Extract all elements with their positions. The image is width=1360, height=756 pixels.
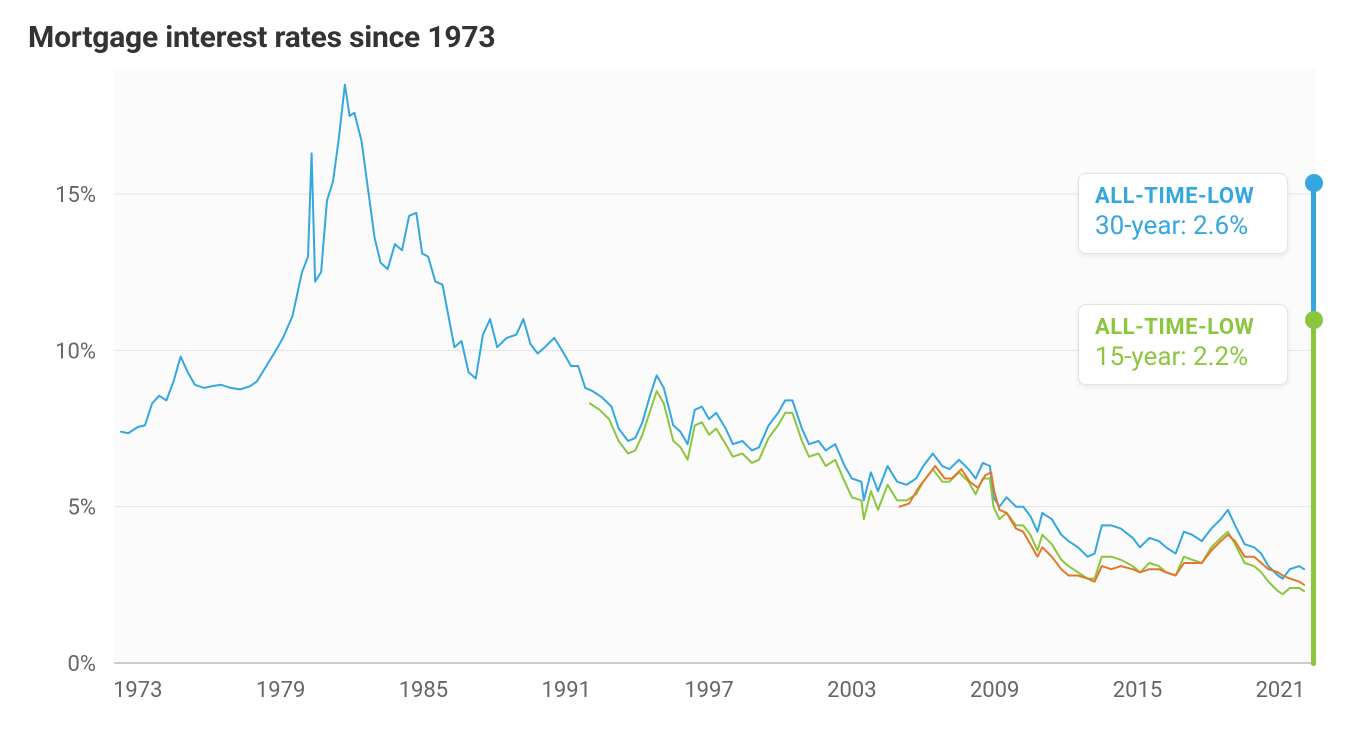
chart-container: 0% 5% 10% 15% 1973 1979 1985 1991 1997 2003 2009 20… xyxy=(24,69,1336,721)
x-axis-label: 2021 xyxy=(1256,678,1305,703)
y-axis-label: 15% xyxy=(55,183,96,208)
y-axis-label: 0% xyxy=(68,652,96,677)
x-axis-label: 1991 xyxy=(542,678,591,703)
x-axis-label: 2015 xyxy=(1113,678,1162,703)
chart-title: Mortgage interest rates since 1973 xyxy=(28,20,1336,55)
x-axis-label: 1973 xyxy=(113,678,162,703)
callout-value: 15-year: 2.2% xyxy=(1095,342,1271,372)
x-axis-label: 2003 xyxy=(827,678,876,703)
callout-card: ALL-TIME-LOW15-year: 2.2% xyxy=(1078,304,1288,385)
callout-heading: ALL-TIME-LOW xyxy=(1095,315,1271,340)
callout-card: ALL-TIME-LOW30-year: 2.6% xyxy=(1078,173,1288,254)
callout-heading: ALL-TIME-LOW xyxy=(1095,184,1271,209)
y-axis-label: 5% xyxy=(68,496,96,521)
y-axis-label: 10% xyxy=(55,339,96,364)
chart-wrapper: Mortgage interest rates since 1973 0% 5% 1… xyxy=(0,0,1360,756)
x-axis-label: 2009 xyxy=(970,678,1019,703)
line-chart: 0% 5% 10% 15% 1973 1979 1985 1991 1997 2003 2009 20… xyxy=(24,69,1336,721)
callout-value: 30-year: 2.6% xyxy=(1095,211,1271,241)
x-axis-label: 1997 xyxy=(684,678,733,703)
x-axis-label: 1985 xyxy=(399,678,448,703)
callout-marker xyxy=(1311,320,1316,666)
x-axis-label: 1979 xyxy=(256,678,305,703)
